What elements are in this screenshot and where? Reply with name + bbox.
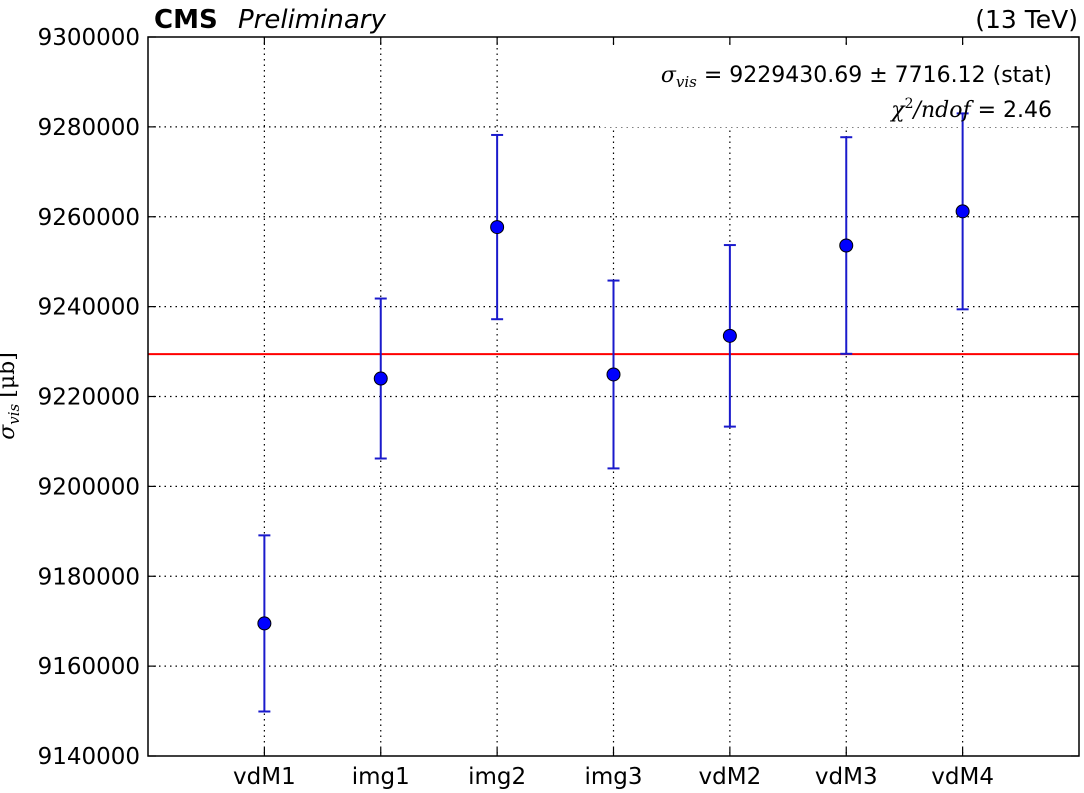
- y-tick-label: 9140000: [38, 744, 140, 770]
- x-tick-label: img1: [352, 764, 410, 790]
- data-point: [722, 328, 737, 343]
- chi2-superscript: 2: [905, 96, 914, 112]
- chi2-value-text: = 2.46: [971, 98, 1052, 123]
- x-tick-label: vdM3: [815, 764, 878, 790]
- x-tick-label: vdM1: [233, 764, 296, 790]
- y-tick-label: 9220000: [38, 385, 140, 411]
- x-tick-label: img3: [584, 764, 642, 790]
- data-point: [955, 204, 970, 219]
- fit-sigma-sub: vis: [676, 73, 697, 91]
- annotation-mask: [600, 45, 1070, 127]
- chi2-ndof: /ndof: [912, 98, 975, 123]
- y-tick-label: 9160000: [38, 654, 140, 680]
- data-point: [606, 367, 621, 382]
- y-tick-label: 9300000: [38, 25, 140, 51]
- data-point: [257, 616, 272, 631]
- status-label: Preliminary: [238, 5, 386, 35]
- chi2-annotation: χ2/ndof = 2.46: [889, 96, 1052, 123]
- x-tick-label: img2: [468, 764, 526, 790]
- energy-label: (13 TeV): [975, 5, 1078, 34]
- y-tick-label: 9180000: [38, 564, 140, 590]
- fit-sigma-symbol: σ: [661, 63, 677, 88]
- y-tick-label: 9260000: [38, 205, 140, 231]
- x-tick-label: vdM4: [931, 764, 994, 790]
- data-point: [839, 238, 854, 253]
- y-tick-label: 9200000: [38, 474, 140, 500]
- grid: [148, 37, 1079, 756]
- data-point: [373, 371, 388, 386]
- axis-ticks: 9140000 9160000 9180000 9200000 9220000 92400…: [38, 25, 1079, 790]
- fit-result-text: = 9229430.69 ± 7716.12 (stat): [697, 63, 1052, 88]
- data-point: [490, 220, 505, 235]
- x-tick-label: vdM2: [699, 764, 762, 790]
- y-axis-label: σvis[μb]: [0, 352, 23, 440]
- data-points: [257, 112, 970, 713]
- experiment-label: CMS: [154, 5, 218, 35]
- fit-annotation: σvis = 9229430.69 ± 7716.12 (stat): [661, 63, 1052, 91]
- y-tick-label: 9240000: [38, 295, 140, 321]
- y-tick-label: 9280000: [38, 115, 140, 141]
- chi2-symbol: χ: [889, 98, 906, 123]
